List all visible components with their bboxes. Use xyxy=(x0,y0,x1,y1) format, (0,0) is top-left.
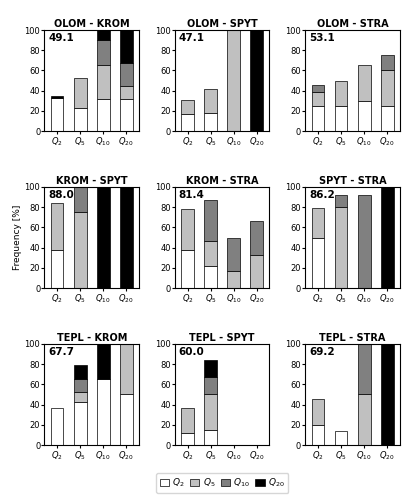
Bar xyxy=(74,108,86,131)
Bar xyxy=(381,106,393,131)
Bar xyxy=(335,195,347,207)
Bar xyxy=(204,200,217,240)
Bar xyxy=(120,187,133,288)
Bar xyxy=(181,114,194,131)
Bar xyxy=(204,266,217,288)
Bar xyxy=(227,30,240,131)
Bar xyxy=(181,100,194,114)
Bar xyxy=(181,433,194,445)
Title: SPYT - STRA: SPYT - STRA xyxy=(319,176,387,186)
Bar xyxy=(74,392,86,402)
Bar xyxy=(381,187,393,288)
Bar xyxy=(181,250,194,288)
Bar xyxy=(204,377,217,394)
Bar xyxy=(97,30,109,40)
Bar xyxy=(358,101,370,131)
Bar xyxy=(204,113,217,131)
Bar xyxy=(97,379,109,445)
Bar xyxy=(312,84,324,91)
Bar xyxy=(312,92,324,106)
Bar xyxy=(335,106,347,131)
Bar xyxy=(51,203,63,250)
Bar xyxy=(250,254,263,288)
Bar xyxy=(74,212,86,288)
Bar xyxy=(51,98,63,131)
Bar xyxy=(335,80,347,106)
Bar xyxy=(204,430,217,445)
Bar xyxy=(250,222,263,254)
Title: KROM - SPYT: KROM - SPYT xyxy=(56,176,128,186)
Bar xyxy=(74,187,86,212)
Title: TEPL - SPYT: TEPL - SPYT xyxy=(189,333,255,343)
Bar xyxy=(97,66,109,99)
Bar xyxy=(358,344,370,395)
Bar xyxy=(312,208,324,238)
Title: OLOM - STRA: OLOM - STRA xyxy=(317,19,389,29)
Bar xyxy=(51,408,63,445)
Bar xyxy=(381,70,393,106)
Title: OLOM - KROM: OLOM - KROM xyxy=(54,19,130,29)
Bar xyxy=(312,400,324,425)
Text: 67.7: 67.7 xyxy=(48,347,74,357)
Bar xyxy=(381,344,393,445)
Bar xyxy=(97,187,109,288)
Bar xyxy=(120,394,133,445)
Text: 60.0: 60.0 xyxy=(179,347,204,357)
Bar xyxy=(250,30,263,131)
Bar xyxy=(74,379,86,392)
Text: 86.2: 86.2 xyxy=(309,190,335,200)
Bar xyxy=(335,431,347,445)
Legend: $Q_2$, $Q_5$, $Q_{10}$, $Q_{20}$: $Q_2$, $Q_5$, $Q_{10}$, $Q_{20}$ xyxy=(156,474,288,493)
Bar xyxy=(358,66,370,101)
Bar xyxy=(51,250,63,288)
Bar xyxy=(312,106,324,131)
Bar xyxy=(97,344,109,379)
Text: 49.1: 49.1 xyxy=(48,33,74,43)
Bar xyxy=(120,64,133,86)
Text: 81.4: 81.4 xyxy=(179,190,204,200)
Bar xyxy=(204,360,217,377)
Bar xyxy=(335,207,347,288)
Bar xyxy=(381,56,393,70)
Bar xyxy=(74,365,86,379)
Bar xyxy=(120,30,133,64)
Bar xyxy=(204,88,217,113)
Bar xyxy=(358,195,370,288)
Bar xyxy=(227,271,240,288)
Bar xyxy=(227,238,240,271)
Title: OLOM - SPYT: OLOM - SPYT xyxy=(187,19,258,29)
Bar xyxy=(120,344,133,395)
Bar xyxy=(74,78,86,108)
Bar xyxy=(312,238,324,288)
Title: TEPL - STRA: TEPL - STRA xyxy=(320,333,386,343)
Title: KROM - STRA: KROM - STRA xyxy=(186,176,259,186)
Title: TEPL - KROM: TEPL - KROM xyxy=(57,333,127,343)
Text: 47.1: 47.1 xyxy=(179,33,205,43)
Bar xyxy=(358,394,370,445)
Bar xyxy=(120,99,133,131)
Text: 88.0: 88.0 xyxy=(48,190,74,200)
Bar xyxy=(204,394,217,430)
Bar xyxy=(204,240,217,266)
Bar xyxy=(74,402,86,445)
Bar xyxy=(312,425,324,445)
Bar xyxy=(120,86,133,99)
Text: 53.1: 53.1 xyxy=(309,33,335,43)
Bar xyxy=(181,209,194,250)
Bar xyxy=(51,96,63,98)
Bar xyxy=(97,40,109,66)
Bar xyxy=(97,99,109,131)
Bar xyxy=(181,408,194,433)
Y-axis label: Frequency [%]: Frequency [%] xyxy=(13,205,22,270)
Text: 69.2: 69.2 xyxy=(309,347,335,357)
